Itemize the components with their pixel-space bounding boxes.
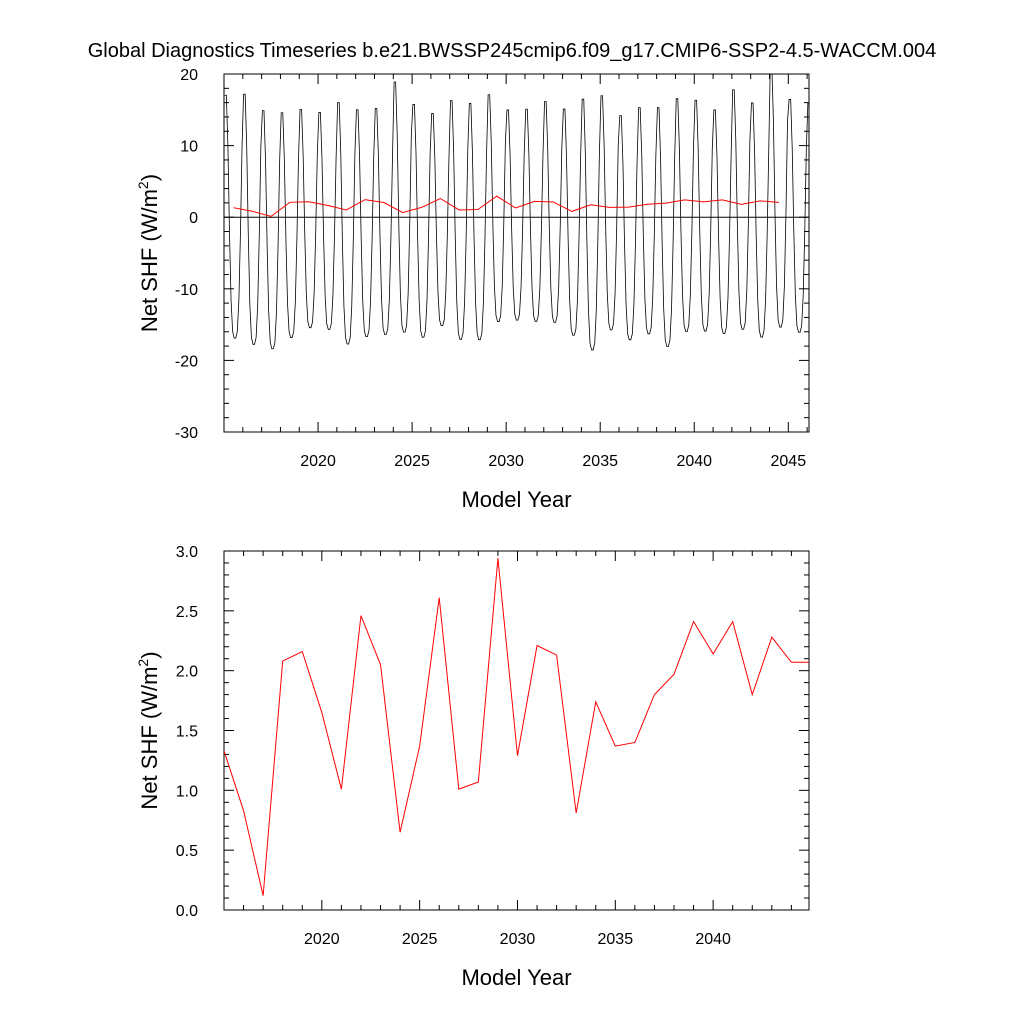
y-axis-title-superscript: 2 bbox=[135, 659, 151, 667]
y-axis-title-superscript: 2 bbox=[135, 181, 151, 189]
y-axis-title: Net SHF (W/m2) bbox=[135, 651, 162, 809]
y-tick-label: 10 bbox=[180, 139, 198, 156]
x-axis-title: Model Year bbox=[461, 487, 571, 512]
monthly-series-line bbox=[224, 74, 809, 351]
plot-frame bbox=[223, 73, 810, 433]
y-tick-label: 0.5 bbox=[176, 843, 198, 860]
x-tick-label: 2035 bbox=[598, 931, 634, 948]
x-tick-label: 2020 bbox=[304, 931, 340, 948]
y-axis-title: Net SHF (W/m2) bbox=[135, 174, 162, 332]
y-axis-title-main: Net SHF (W/m bbox=[137, 667, 162, 810]
annual-mean-series-line bbox=[224, 558, 809, 896]
x-axis-title: Model Year bbox=[461, 965, 571, 990]
y-tick-label: 0.0 bbox=[176, 903, 198, 920]
monthly-timeseries-panel: 2020 2025 2030 2035 2040 2045 -30 -20 -10 0 10 20 Mo… bbox=[135, 67, 810, 512]
annual-mean-series-line bbox=[233, 195, 779, 217]
x-tick-label: 2035 bbox=[582, 453, 618, 470]
annual-mean-panel: 2020 2025 2030 2035 2040 0.0 0.5 1.0 1.5 2.0 2.5 3.… bbox=[135, 544, 810, 990]
y-axis-title-close: ) bbox=[137, 651, 162, 658]
y-tick-label: 2.5 bbox=[176, 604, 198, 621]
x-tick-label: 2045 bbox=[771, 453, 807, 470]
x-tick-label: 2030 bbox=[488, 453, 524, 470]
chart-title: Global Diagnostics Timeseries b.e21.BWSS… bbox=[88, 40, 937, 62]
y-tick-label: 3.0 bbox=[176, 544, 198, 561]
x-tick-label: 2040 bbox=[695, 931, 731, 948]
y-tick-label: 2.0 bbox=[176, 664, 198, 681]
y-tick-label: 1.0 bbox=[176, 783, 198, 800]
y-tick-label: 1.5 bbox=[176, 724, 198, 741]
plot-frame bbox=[223, 550, 810, 911]
x-tick-label: 2025 bbox=[394, 453, 430, 470]
y-axis-title-close: ) bbox=[137, 174, 162, 181]
y-tick-label: 0 bbox=[189, 210, 198, 227]
y-tick-label: 20 bbox=[180, 67, 198, 84]
x-tick-label: 2040 bbox=[676, 453, 712, 470]
y-tick-label: -10 bbox=[175, 282, 198, 299]
y-tick-label: -20 bbox=[175, 353, 198, 370]
x-tick-label: 2025 bbox=[402, 931, 438, 948]
y-axis-title-main: Net SHF (W/m bbox=[137, 189, 162, 332]
y-tick-label: -30 bbox=[175, 425, 198, 442]
x-tick-label: 2030 bbox=[500, 931, 536, 948]
x-tick-label: 2020 bbox=[300, 453, 336, 470]
